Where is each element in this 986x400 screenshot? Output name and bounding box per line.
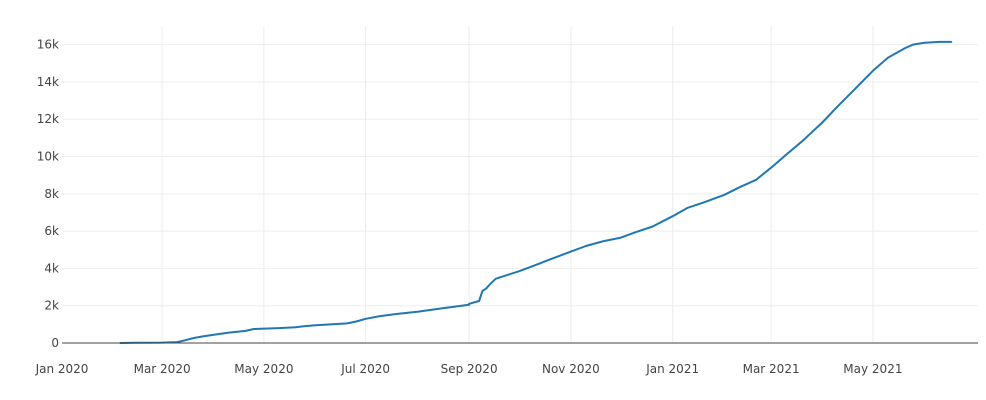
y-tick-label: 14k [37,75,59,89]
x-tick-label: Mar 2020 [134,362,191,376]
x-tick-label: Jul 2020 [340,362,390,376]
x-tick-label: Mar 2021 [743,362,800,376]
y-gridlines [62,44,978,307]
x-tick-label: Jan 2020 [35,362,89,376]
x-tick-label: May 2021 [843,362,902,376]
y-tick-label: 16k [37,38,59,52]
y-tick-label: 8k [44,187,59,201]
y-tick-label: 4k [44,261,59,275]
y-tick-labels: 0 2k 4k 6k 8k 10k 12k 14k 16k [37,38,59,350]
y-tick-label: 0 [51,336,59,350]
y-tick-label: 12k [37,112,59,126]
x-tick-label: Jan 2021 [645,362,699,376]
series-lines [119,40,953,344]
series-line [468,40,953,305]
y-tick-label: 10k [37,150,59,164]
x-tick-label: Sep 2020 [441,362,498,376]
x-tick-label: Nov 2020 [542,362,600,376]
x-tick-labels: Jan 2020 Mar 2020 May 2020 Jul 2020 Sep 2020… [35,362,903,376]
y-tick-label: 2k [44,299,59,313]
y-tick-label: 6k [44,224,59,238]
x-gridlines [161,26,874,343]
x-tick-label: May 2020 [234,362,293,376]
series-line [119,303,471,344]
